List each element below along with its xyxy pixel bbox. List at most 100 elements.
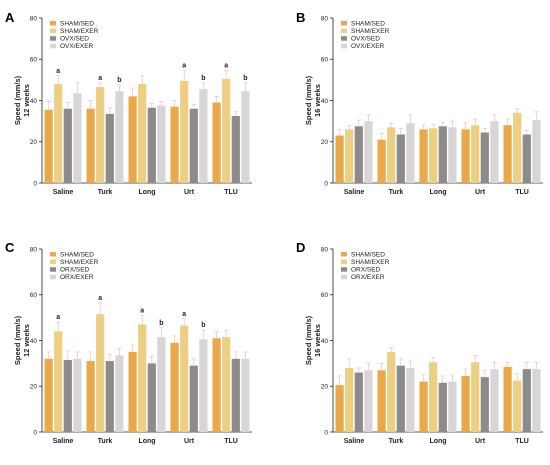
panel-d-category-label: TLU xyxy=(515,438,529,445)
panel-c-y-tick-label: 0 xyxy=(33,429,37,436)
panel-a-y-tick-label: 0 xyxy=(33,180,37,187)
panel-b-letter: B xyxy=(296,10,305,25)
panel-b-y-axis-label-line: Speed (mm/s) xyxy=(304,75,313,125)
panel-a-legend-label: SHAM/SED xyxy=(60,20,94,27)
panel-c-letter: C xyxy=(5,240,15,255)
panel-b-bar xyxy=(532,120,541,183)
panel-a-bar xyxy=(115,91,124,183)
panel-b-category-label: Turk xyxy=(389,189,404,196)
panel-c-legend-swatch xyxy=(50,274,56,280)
panel-a-category-label: Urt xyxy=(184,189,195,196)
panel-b-bar xyxy=(377,139,386,183)
panel-c-bar xyxy=(115,355,124,432)
panel-a-bar xyxy=(199,89,208,183)
panel-d-bar xyxy=(335,385,344,432)
panel-c-legend-swatch xyxy=(50,252,56,257)
panel-a-y-tick-label: 80 xyxy=(30,15,38,22)
panel-b-bar xyxy=(335,135,344,183)
panel-c-y-axis-label: Speed (mm/s)12 weeks xyxy=(13,315,31,365)
panel-d-legend-label: SHAM/SED xyxy=(351,251,385,258)
panel-c-bar xyxy=(222,337,231,432)
panel-c-bar xyxy=(199,339,208,432)
panel-d-bar xyxy=(438,382,447,432)
panel-b-legend-label: SHAM/EXER xyxy=(351,28,390,35)
panel-d-bar xyxy=(354,372,363,432)
panel-b: B Speed (mm/s)16 weeks 0 20 40 60 80 Saline Turk… xyxy=(296,10,543,196)
panel-a-y-axis-label-line: Speed (mm/s) xyxy=(13,75,22,125)
panel-a-bar xyxy=(54,84,63,183)
panel-b-legend-swatch xyxy=(341,36,347,41)
panel-b-category-label: Saline xyxy=(344,189,365,196)
panel-a-significance-label: a xyxy=(56,68,60,75)
panel-b-y-axis-label-line: 16 weeks xyxy=(313,84,322,117)
panel-b-bar xyxy=(387,127,396,183)
panel-a-legend-swatch xyxy=(50,43,56,49)
panel-b-y-axis-label: Speed (mm/s)16 weeks xyxy=(304,75,322,125)
panel-d-letter: D xyxy=(296,240,305,255)
panel-d-category-label: Urt xyxy=(475,438,486,445)
panel-c-bar xyxy=(180,325,189,432)
panel-a-bar xyxy=(63,108,72,183)
panel-c-legend-label: SHAM/EXER xyxy=(60,259,99,266)
panel-c-bar xyxy=(128,351,137,432)
panel-a-bar xyxy=(212,102,221,183)
panel-c-bar xyxy=(54,331,63,432)
panel-b-legend-swatch xyxy=(341,28,347,34)
panel-a-bar xyxy=(86,108,95,183)
panel-d-bar xyxy=(532,369,541,432)
panel-d-legend-label: ORX/SED xyxy=(351,267,381,274)
panel-d: D Speed (mm/s)16 weeks 0 20 40 60 80 Saline Turk… xyxy=(296,240,543,445)
panel-b-legend-label: OVX/EXER xyxy=(351,43,385,50)
panel-a-bar xyxy=(44,109,53,183)
panel-a-bar xyxy=(241,91,250,183)
panel-c-y-axis-label-line: 12 weeks xyxy=(22,324,31,357)
panel-d-bar xyxy=(429,362,438,432)
panel-c-legend-label: SHAM/SED xyxy=(60,251,94,258)
panel-d-y-tick-label: 80 xyxy=(321,246,329,253)
panel-a-category-label: Long xyxy=(138,189,155,196)
panel-b-bar xyxy=(513,112,522,183)
panel-a-bar xyxy=(189,108,198,183)
panel-c-significance-label: a xyxy=(56,314,60,321)
panel-a-legend-swatch xyxy=(50,36,56,41)
panel-c-category-label: Saline xyxy=(53,438,74,445)
panel-b-legend-swatch xyxy=(341,21,347,26)
panel-a-bar xyxy=(157,105,166,183)
panel-d-bar xyxy=(387,351,396,432)
panel-a-legend-label: SHAM/EXER xyxy=(60,28,99,35)
panel-d-bar xyxy=(480,377,489,432)
panel-c-category-label: Urt xyxy=(184,438,195,445)
panel-a-significance-label: b xyxy=(201,75,205,82)
panel-b-legend-label: SHAM/SED xyxy=(351,20,385,27)
panel-b-bar xyxy=(471,125,480,183)
panel-a-bar xyxy=(180,80,189,183)
panel-b-bar xyxy=(419,129,428,183)
panel-d-bar xyxy=(461,375,470,432)
panel-a-significance-label: a xyxy=(182,63,186,70)
panel-c-category-label: Long xyxy=(138,438,155,445)
panel-c-category-label: TLU xyxy=(224,438,238,445)
panel-c-y-axis-label-line: Speed (mm/s) xyxy=(13,315,22,365)
panel-d-y-axis-label: Speed (mm/s)16 weeks xyxy=(304,315,322,365)
panel-a-category-label: Turk xyxy=(98,189,113,196)
panel-c-bar xyxy=(44,358,53,432)
panel-c-legend-label: ORX/SED xyxy=(60,267,90,274)
panel-a-significance-label: b xyxy=(117,77,121,84)
panel-d-legend-swatch xyxy=(341,274,347,280)
panel-b-category-label: TLU xyxy=(515,189,529,196)
panel-c-bar xyxy=(212,338,221,432)
panel-d-bar xyxy=(377,370,386,432)
panel-c-significance-label: b xyxy=(159,320,163,327)
panel-b-bar xyxy=(406,123,415,183)
panel-b-category-label: Long xyxy=(429,189,446,196)
panel-d-legend-label: SHAM/EXER xyxy=(351,259,390,266)
panel-b-bar xyxy=(429,128,438,183)
panel-a-y-axis-label-line: 12 weeks xyxy=(22,84,31,117)
panel-c: C Speed (mm/s)12 weeks 0 20 40 60 80 Saline Turk… xyxy=(5,240,252,445)
panel-b-bar xyxy=(438,126,447,183)
panel-a: A Speed (mm/s)12 weeks 0 20 40 60 80 Saline Turk… xyxy=(5,10,252,196)
panel-c-legend-label: ORX/EXER xyxy=(60,274,94,281)
panel-c-bar xyxy=(63,359,72,432)
panel-d-bar xyxy=(396,365,405,432)
panel-b-y-tick-label: 0 xyxy=(324,180,328,187)
